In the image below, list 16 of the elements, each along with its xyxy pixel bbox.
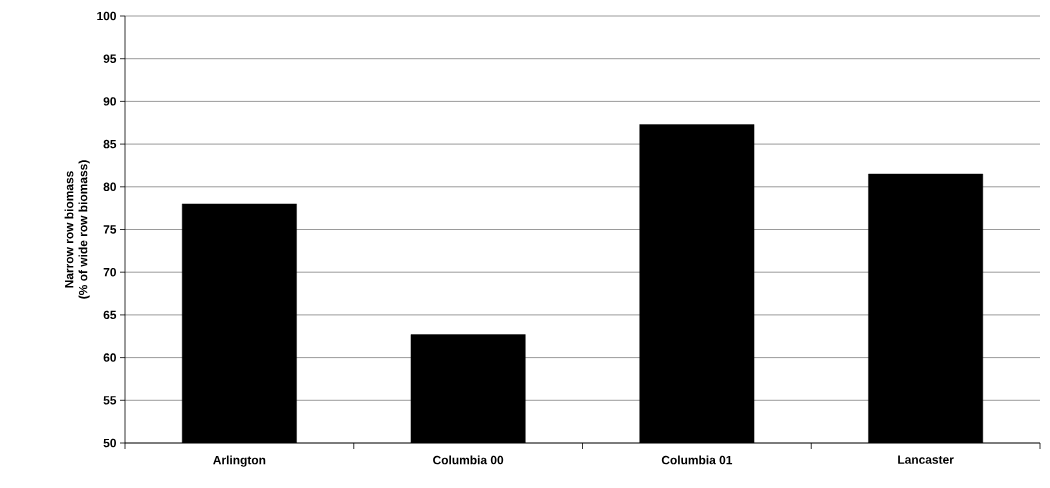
y-tick-label: 60 xyxy=(103,353,116,362)
y-axis-title: Narrow row biomass (% of wide row biomass) xyxy=(64,160,90,299)
y-tick-label: 80 xyxy=(103,182,116,192)
y-tick-label: 50 xyxy=(103,438,116,448)
y-tick-label: 70 xyxy=(103,267,116,277)
y-tick-label: 55 xyxy=(103,396,117,405)
x-tick-label: Columbia 00 xyxy=(433,455,504,465)
x-tick-label: Arlington xyxy=(213,455,266,467)
y-tick-label: 95 xyxy=(103,54,117,63)
x-tick-label: Lancaster xyxy=(898,455,954,464)
y-tick-label: 100 xyxy=(97,11,116,21)
y-tick-label: 65 xyxy=(103,310,117,320)
y-tick-label: 75 xyxy=(103,225,117,234)
y-tick-label: 85 xyxy=(103,139,117,149)
y-tick-label: 90 xyxy=(103,97,116,106)
x-tick-label: Columbia 01 xyxy=(661,455,733,465)
